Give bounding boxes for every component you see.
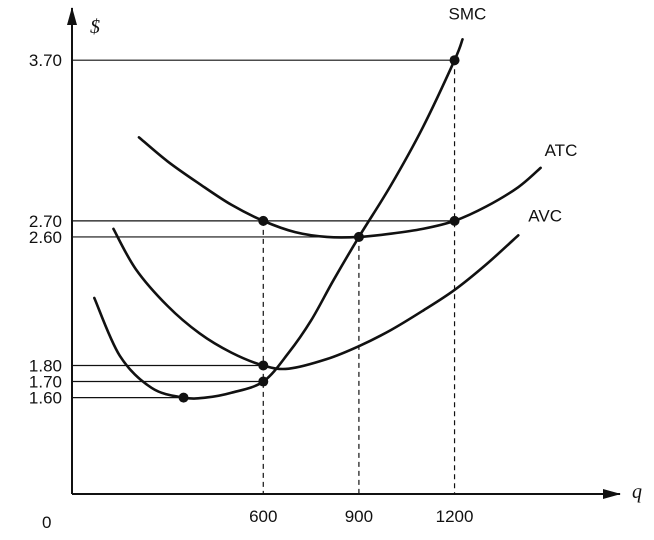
x-axis-label: q xyxy=(632,481,642,503)
y-tick-label-1-60: 1.60 xyxy=(29,389,62,408)
marked-point-600-2-70 xyxy=(258,215,269,226)
chart-labels: SMC ATC AVC q $0 600 900 1200 1.601.701.80 2.602.… xyxy=(29,4,642,532)
marked-point-1200-3-70 xyxy=(449,55,460,66)
avc-label: AVC xyxy=(528,206,562,225)
x-tick-label-600: 600 xyxy=(249,507,277,526)
cost-curves xyxy=(93,38,542,400)
x-tick-label-1200: 1200 xyxy=(436,507,474,526)
marked-point-1200-2-70 xyxy=(449,215,460,226)
y-tick-label-2-60: 2.60 xyxy=(29,228,62,247)
smc-curve xyxy=(93,38,464,400)
marked-point-600-1-70 xyxy=(258,376,269,387)
y-tick-label-1-70: 1.70 xyxy=(29,373,62,392)
x-tick-label-900: 900 xyxy=(345,507,373,526)
marked-point-600-1-80 xyxy=(258,360,269,371)
marked-points xyxy=(178,55,460,403)
y-tick-label-2-70: 2.70 xyxy=(29,212,62,231)
atc-curve xyxy=(137,136,542,239)
atc-label: ATC xyxy=(545,141,578,160)
y-tick-label-3-70: 3.70 xyxy=(29,51,62,70)
marked-point-350-1-60 xyxy=(178,392,189,403)
axes xyxy=(67,7,621,499)
y-tick-label-1-80: 1.80 xyxy=(29,356,62,375)
origin-label: 0 xyxy=(42,513,51,532)
smc-label: SMC xyxy=(449,4,487,23)
avc-curve xyxy=(112,227,520,371)
marked-point-900-2-60 xyxy=(353,231,364,242)
y-axis-label: $ xyxy=(90,16,100,38)
reference-lines xyxy=(72,59,456,494)
